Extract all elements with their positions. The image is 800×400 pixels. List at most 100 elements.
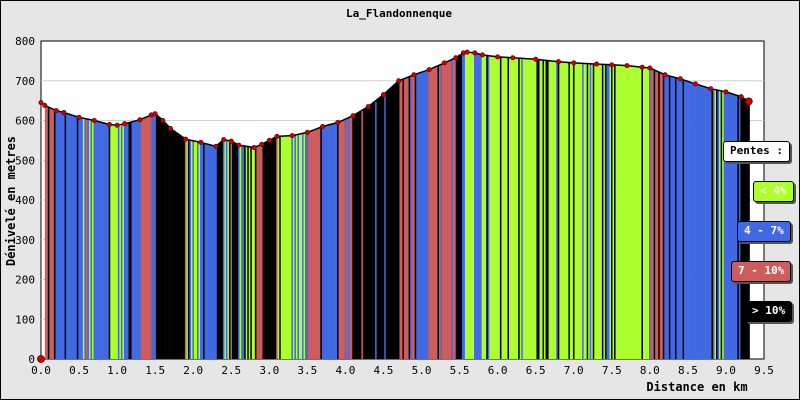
- slope-bar: [69, 114, 71, 359]
- slope-bar: [484, 55, 487, 359]
- slope-bar: [193, 140, 196, 359]
- slope-bar: [104, 123, 106, 360]
- slope-bar: [222, 139, 225, 359]
- slope-bar: [700, 85, 703, 360]
- slope-bar: [396, 81, 399, 360]
- slope-bar: [73, 115, 76, 359]
- profile-point: [738, 94, 744, 100]
- legend-title: Pentes :: [723, 141, 790, 162]
- slope-bar: [181, 136, 184, 359]
- profile-point: [380, 92, 386, 98]
- slope-bar: [420, 71, 423, 359]
- profile-point: [677, 76, 683, 82]
- slope-bar: [729, 93, 732, 359]
- slope-bar: [218, 142, 221, 359]
- slope-bar: [446, 61, 449, 359]
- slope-bar: [125, 123, 128, 360]
- slope-bar: [667, 75, 670, 359]
- slope-bar: [157, 115, 160, 360]
- profile-point: [167, 125, 173, 131]
- x-tick-label: 7.0: [564, 364, 584, 377]
- slope-bar: [699, 85, 702, 359]
- chart-title: La_Flandonnenque: [346, 7, 452, 20]
- slope-bar: [200, 142, 202, 359]
- slope-bar: [612, 64, 615, 359]
- slope-bar: [642, 67, 645, 359]
- slope-bar: [300, 133, 303, 359]
- slope-bar: [460, 53, 463, 360]
- slope-bar: [720, 90, 723, 359]
- profile-point: [61, 110, 67, 116]
- slope-bar: [385, 91, 388, 359]
- slope-bar: [318, 127, 321, 359]
- slope-bar: [233, 142, 236, 359]
- profile-point: [441, 60, 447, 66]
- slope-bar: [611, 64, 613, 360]
- slope-bar: [627, 65, 630, 360]
- x-tick-label: 7.5: [602, 364, 622, 377]
- profile-point: [396, 78, 402, 84]
- slope-bar: [382, 93, 385, 360]
- slope-bar: [317, 127, 320, 359]
- slope-bar: [559, 61, 562, 360]
- slope-bar: [263, 142, 266, 359]
- slope-bar: [332, 123, 335, 359]
- slope-bar: [235, 143, 237, 359]
- slope-bar: [49, 107, 52, 359]
- y-axis-label: Dénivelé en metres: [4, 136, 18, 266]
- x-tick-label: 8.5: [678, 364, 698, 377]
- slope-bar: [192, 140, 195, 359]
- slope-bar: [183, 137, 186, 359]
- slope-bar: [254, 146, 257, 359]
- slope-bar: [142, 118, 145, 360]
- slope-bar: [664, 74, 667, 360]
- slope-bar: [365, 107, 368, 360]
- slope-bar: [303, 132, 306, 359]
- slope-bar: [143, 117, 146, 359]
- slope-bar: [337, 122, 339, 359]
- slope-bar: [359, 110, 362, 359]
- slope-bar: [597, 64, 600, 359]
- profile-point: [266, 137, 272, 143]
- slope-bar: [659, 72, 662, 360]
- slope-bar: [618, 65, 621, 359]
- legend-item-4-7: 4 - 7%: [737, 221, 791, 242]
- slope-bar: [731, 93, 734, 359]
- slope-bar: [606, 64, 609, 359]
- slope-bar: [431, 67, 434, 359]
- slope-bar: [308, 131, 310, 359]
- slope-bar: [478, 53, 481, 359]
- slope-bar: [419, 72, 422, 359]
- slope-bar: [445, 61, 447, 359]
- slope-bar: [501, 57, 504, 359]
- slope-bar: [722, 91, 724, 360]
- slope-bar: [203, 142, 205, 359]
- slope-bar: [709, 88, 712, 360]
- slope-bar: [582, 63, 584, 360]
- slope-bar: [638, 66, 641, 360]
- x-tick-label: 5.0: [412, 364, 432, 377]
- slope-bar: [422, 71, 425, 360]
- slope-bar: [629, 65, 632, 360]
- slope-bar: [510, 57, 513, 360]
- slope-bar: [717, 90, 720, 360]
- y-tick-label: 100: [15, 313, 35, 326]
- slope-bar: [190, 140, 193, 359]
- slope-bar: [81, 117, 84, 359]
- slope-bar: [286, 135, 289, 359]
- slope-bar: [95, 120, 97, 359]
- slope-bar: [120, 124, 123, 359]
- slope-bar: [614, 64, 616, 360]
- slope-bar: [569, 62, 572, 360]
- slope-bar: [265, 141, 268, 359]
- slope-bar: [93, 120, 96, 359]
- slope-bar: [647, 67, 650, 359]
- slope-bar: [186, 139, 189, 359]
- slope-bar: [541, 59, 543, 360]
- profile-point: [289, 133, 295, 139]
- slope-bar: [604, 64, 607, 359]
- slope-bar: [327, 124, 330, 359]
- slope-bar: [449, 59, 452, 360]
- slope-bar: [466, 52, 469, 359]
